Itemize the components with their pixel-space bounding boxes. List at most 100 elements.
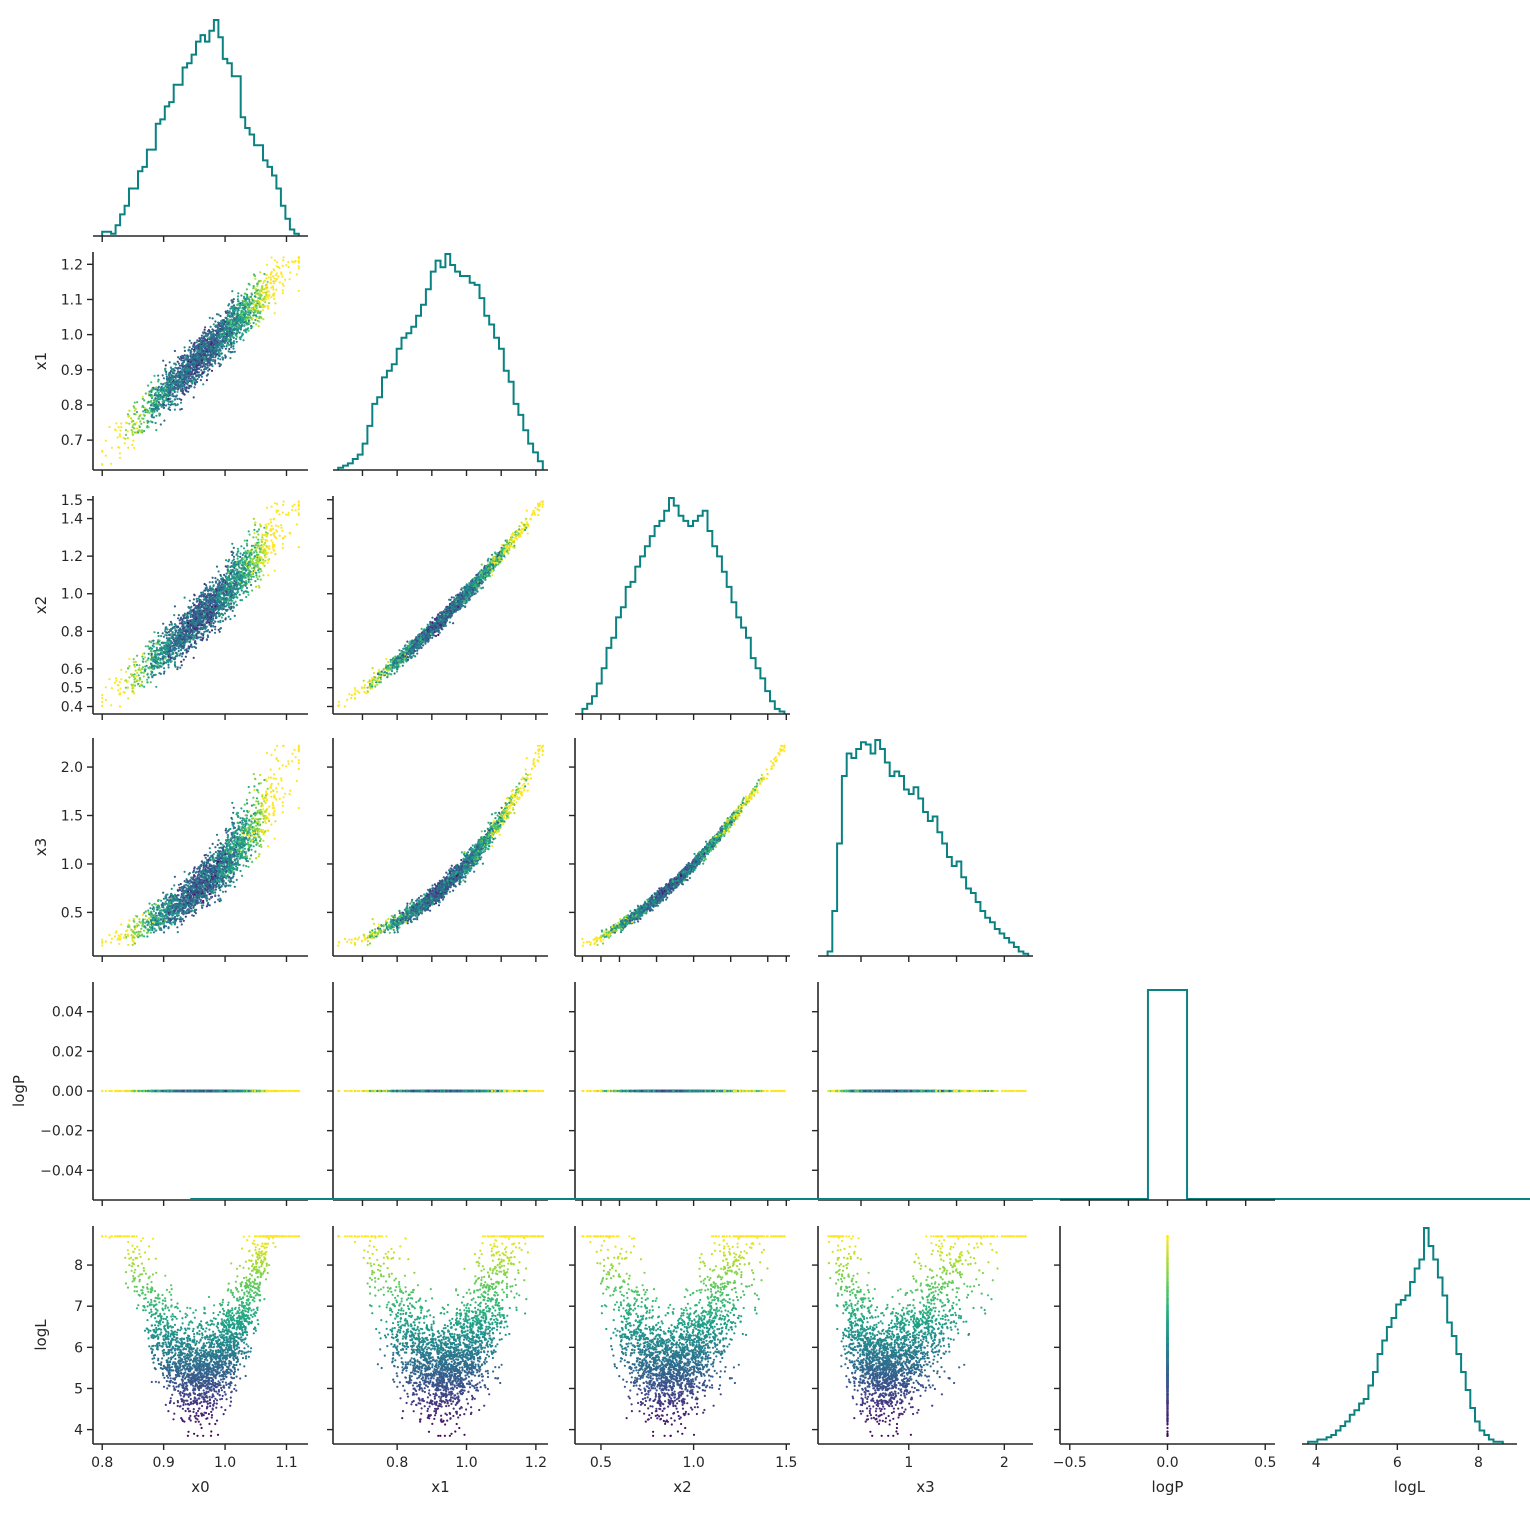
scatter-point [229, 308, 231, 310]
scatter-point [213, 323, 215, 325]
scatter-point [133, 658, 135, 660]
scatter-point [137, 431, 139, 433]
scatter-point [219, 315, 221, 317]
scatter-point [171, 386, 173, 388]
scatter-point [242, 300, 244, 302]
scatter-point [177, 403, 179, 405]
scatter-point [240, 294, 242, 296]
scatter-point [258, 301, 260, 303]
scatter-point [252, 299, 254, 301]
scatter-point [232, 351, 234, 353]
scatter-point [239, 317, 241, 319]
scatter-point [161, 386, 163, 388]
scatter-point [111, 447, 113, 449]
scatter-point [272, 280, 274, 282]
scatter-point [180, 402, 182, 404]
scatter-point [206, 348, 208, 350]
scatter-point [157, 403, 159, 405]
scatter-point [288, 266, 290, 268]
scatter-point [256, 576, 258, 578]
scatter-point [200, 337, 202, 339]
scatter-point [195, 357, 197, 359]
scatter-point [242, 554, 244, 556]
scatter-point [202, 331, 204, 333]
scatter-point [216, 332, 218, 334]
scatter-point [193, 361, 195, 363]
scatter-point [190, 342, 192, 344]
scatter-point [250, 302, 252, 304]
scatter-point [201, 347, 203, 349]
scatter-point [250, 327, 252, 329]
scatter-point [186, 379, 188, 381]
scatter-point [190, 361, 192, 363]
scatter-point [162, 398, 164, 400]
scatter-point [117, 689, 119, 691]
scatter-point [248, 320, 250, 322]
scatter-point [184, 354, 186, 356]
histogram-x0 [102, 20, 299, 236]
scatter-point [293, 504, 295, 506]
scatter-point [131, 444, 133, 446]
scatter-point [158, 392, 160, 394]
scatter-point [209, 347, 211, 349]
scatter-point [203, 350, 205, 352]
scatter-point [241, 332, 243, 334]
scatter-point [273, 282, 275, 284]
scatter-point [248, 308, 250, 310]
scatter-point [254, 521, 256, 523]
scatter-point [127, 437, 129, 439]
scatter-point [292, 261, 294, 263]
scatter-point [189, 367, 191, 369]
scatter-point [148, 391, 150, 393]
scatter-point [156, 398, 158, 400]
scatter-point [224, 321, 226, 323]
scatter-point [189, 340, 191, 342]
scatter-point [202, 591, 204, 593]
scatter-point [234, 351, 236, 353]
scatter-point [142, 418, 144, 420]
scatter-point [228, 344, 230, 346]
scatter-point [194, 342, 196, 344]
scatter-point [235, 338, 237, 340]
scatter-point [193, 377, 195, 379]
scatter-point [193, 357, 195, 359]
scatter-point [260, 305, 262, 307]
scatter-point [252, 317, 254, 319]
scatter-point [214, 356, 216, 358]
scatter-point [178, 374, 180, 376]
scatter-point [190, 385, 192, 387]
scatter-point [162, 360, 164, 362]
y-tick-label: 1.2 [61, 257, 83, 273]
scatter-point [228, 350, 230, 352]
scatter-point [226, 333, 228, 335]
scatter-point [267, 574, 269, 576]
scatter-point [203, 354, 205, 356]
scatter-point [282, 265, 284, 267]
scatter-point [253, 532, 255, 534]
y-axis-title: x1 [32, 352, 50, 370]
scatter-point [105, 440, 107, 442]
scatter-point [120, 426, 122, 428]
scatter-point [224, 357, 226, 359]
scatter-point [274, 302, 276, 304]
scatter-point [215, 344, 217, 346]
scatter-point [239, 338, 241, 340]
scatter-point [277, 275, 279, 277]
scatter-point [201, 359, 203, 361]
scatter-point [128, 665, 130, 667]
scatter-point [174, 661, 176, 663]
scatter-point [202, 383, 204, 385]
scatter-point [154, 408, 156, 410]
scatter-point [180, 388, 182, 390]
scatter-point [134, 402, 136, 404]
scatter-point [256, 531, 258, 533]
scatter-point [138, 674, 140, 676]
scatter-point [225, 348, 227, 350]
scatter-point [150, 681, 152, 683]
scatter-point [143, 675, 145, 677]
scatter-point [258, 575, 260, 577]
scatter-point [228, 559, 230, 561]
scatter-point [241, 324, 243, 326]
scatter-point [238, 300, 240, 302]
scatter-point [177, 367, 179, 369]
